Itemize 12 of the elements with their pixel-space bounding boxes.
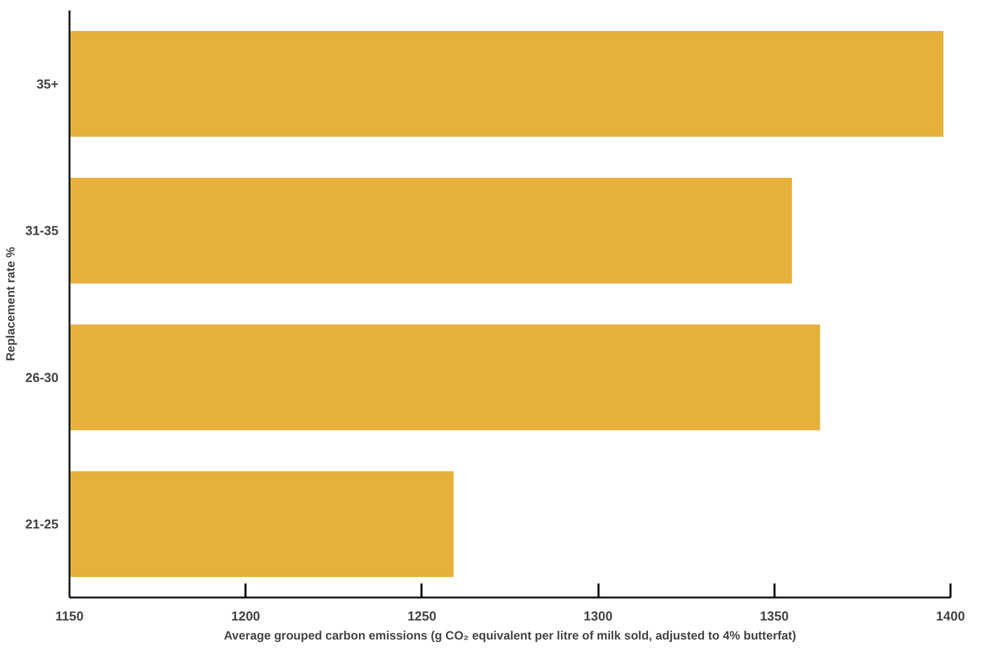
x-tick-label: 1400 (936, 608, 965, 624)
y-tick-label: 31-35 (25, 223, 58, 238)
y-tick-label: 21-25 (25, 516, 58, 532)
x-tick-label: 1350 (760, 608, 789, 624)
x-tick-label: 1250 (407, 608, 436, 624)
x-axis-title: Average grouped carbon emissions (g CO₂ equivalent per litre of milk sold, adjusted to 4% butterfat) (224, 628, 796, 642)
y-tick-label: 35+ (36, 76, 59, 92)
y-axis-title: Replacement rate % (3, 246, 18, 362)
x-tick-label: 1200 (231, 608, 260, 624)
y-tick-label: 26-30 (25, 370, 58, 385)
x-tick-label: 1150 (55, 608, 84, 624)
x-tick-label: 1300 (584, 608, 613, 624)
